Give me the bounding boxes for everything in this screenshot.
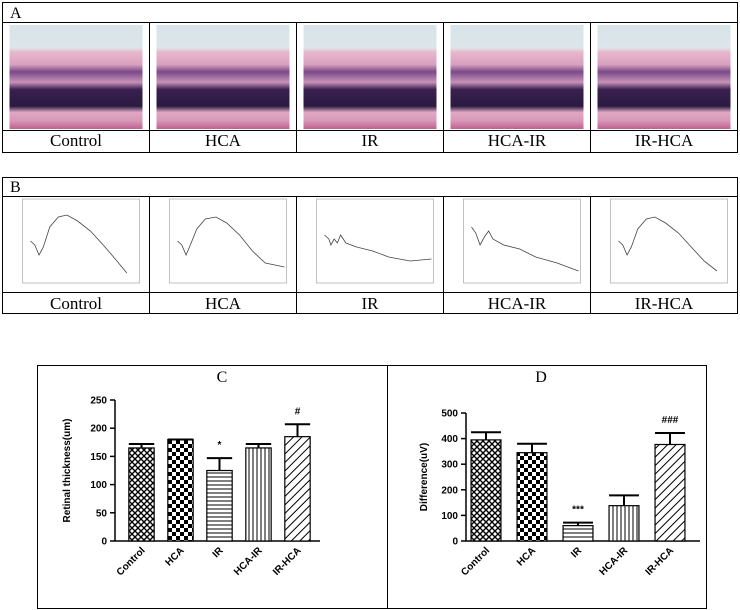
x-tick-label: HCA-IR: [232, 545, 265, 578]
y-tick-label: 200: [441, 485, 458, 496]
x-tick-label: IR-HCA: [644, 545, 677, 578]
caption: Control: [50, 131, 102, 150]
caption: HCA: [205, 294, 242, 313]
y-tick-label: 50: [96, 508, 108, 519]
y-tick-label: 0: [452, 537, 458, 548]
histology-image: [450, 25, 584, 129]
caption: IR-HCA: [635, 131, 694, 150]
y-tick-label: 300: [441, 460, 458, 471]
y-tick-label: 400: [441, 434, 458, 445]
erg-frame: [169, 198, 287, 284]
x-tick-label: HCA: [164, 545, 187, 568]
erg-trace: [31, 215, 127, 273]
caption: IR-HCA: [635, 294, 694, 313]
erg-frame: [22, 198, 140, 284]
erg-line: [31, 215, 127, 273]
bar: [245, 447, 272, 542]
panel-cd-frame: [37, 365, 707, 609]
image-rows: Control Control HCA HCA IR IR HCA-IR HCA-IR IR-H…: [2, 22, 738, 314]
bar: [516, 452, 548, 542]
caption: HCA-IR: [488, 294, 547, 313]
y-tick-label: 250: [90, 396, 107, 407]
y-tick-label: 500: [441, 409, 458, 420]
bar: [608, 505, 640, 542]
x-tick-label: IR: [211, 545, 226, 560]
annotation: *: [218, 440, 222, 451]
erg-frame: [316, 198, 434, 284]
y-tick-label: 100: [441, 511, 458, 522]
annotation: ###: [662, 415, 679, 426]
erg-frame: [463, 198, 581, 284]
bar: [206, 469, 233, 542]
x-tick-label: HCA: [515, 545, 538, 568]
panel-label: B: [10, 179, 21, 196]
bar: [654, 443, 686, 542]
erg-line: [178, 217, 285, 267]
erg-line: [619, 217, 717, 271]
erg-trace: [472, 227, 579, 271]
chart-title: D: [535, 369, 547, 386]
x-tick-label: IR-HCA: [271, 545, 304, 578]
caption: HCA: [205, 131, 242, 150]
erg-trace: [178, 217, 285, 267]
histology-image: [303, 25, 437, 129]
annotation: ***: [572, 505, 584, 516]
histology-image: [597, 25, 731, 129]
y-tick-label: 0: [101, 537, 107, 548]
panel-label: A: [10, 5, 22, 22]
histology-image: [156, 25, 290, 129]
erg-line: [472, 227, 579, 271]
caption: IR: [362, 131, 380, 150]
erg-line: [325, 235, 432, 261]
x-tick-label: Control: [115, 545, 148, 578]
bar: [470, 439, 502, 542]
y-tick-label: 200: [90, 424, 107, 435]
charts: C Retinal thickness(um) 0 50 100 150 200 250 Con…: [62, 369, 700, 578]
histology-image: [9, 25, 143, 129]
bar: [167, 438, 194, 542]
x-tick-label: HCA-IR: [598, 545, 631, 578]
erg-trace: [619, 217, 717, 271]
y-tick-label: 100: [90, 480, 107, 491]
x-tick-label: IR: [569, 545, 584, 560]
y-axis-label: Difference(uV): [419, 443, 430, 511]
x-tick-label: Control: [459, 545, 492, 578]
chart-title: C: [217, 369, 228, 386]
annotation: #: [295, 406, 301, 417]
caption: HCA-IR: [488, 131, 547, 150]
bar: [562, 525, 594, 542]
erg-trace: [325, 235, 432, 261]
bar: [284, 436, 311, 542]
bar: [128, 447, 155, 542]
y-axis-label: Retinal thickness(um): [62, 419, 73, 523]
erg-frame: [610, 198, 728, 284]
y-tick-label: 150: [90, 452, 107, 463]
caption: Control: [50, 294, 102, 313]
caption: IR: [362, 294, 380, 313]
